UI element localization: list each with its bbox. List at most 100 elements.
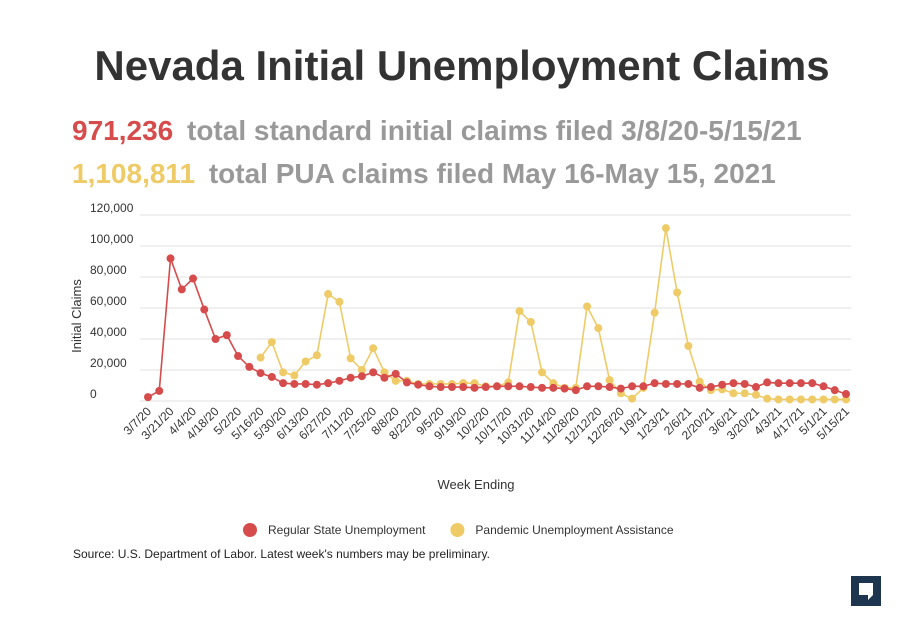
y-axis-title: Initial Claims [69, 279, 84, 353]
data-point [808, 379, 817, 388]
y-tick-label: 120,000 [90, 201, 134, 215]
legend-swatch [450, 523, 465, 537]
data-point [504, 382, 513, 391]
data-point [346, 354, 355, 363]
data-point [414, 380, 423, 389]
data-point [144, 393, 152, 402]
data-point [312, 380, 321, 389]
data-point [830, 386, 839, 395]
data-point [459, 383, 468, 392]
data-point [515, 382, 524, 391]
data-point [526, 383, 535, 392]
data-point [290, 379, 299, 388]
data-point [628, 394, 637, 403]
data-point [369, 344, 378, 353]
data-point [740, 389, 749, 398]
data-point [706, 383, 715, 392]
data-point [695, 383, 704, 392]
data-point [267, 338, 276, 347]
data-point [301, 379, 310, 388]
data-point [177, 285, 186, 294]
data-point [538, 368, 547, 377]
data-point [763, 394, 772, 403]
data-point [560, 384, 569, 393]
data-point [447, 383, 456, 392]
data-point [256, 369, 265, 378]
x-axis-title: Week Ending [437, 477, 514, 492]
data-point [515, 307, 524, 316]
data-point [583, 382, 592, 391]
y-tick-label: 40,000 [90, 325, 127, 339]
data-point [628, 382, 637, 391]
subtitle: 1,108,811 total PUA claims filed May 16-… [72, 158, 776, 189]
data-point [819, 382, 828, 391]
data-point [166, 254, 175, 263]
data-point [335, 297, 344, 306]
data-point [639, 382, 648, 391]
data-point [673, 288, 682, 297]
data-point [695, 377, 704, 386]
data-point [650, 308, 659, 317]
y-tick-label: 0 [90, 387, 97, 401]
data-point [481, 383, 490, 392]
data-point [391, 369, 400, 378]
data-point [267, 372, 276, 381]
source: Source: U.S. Department of Labor. Latest… [73, 547, 490, 561]
data-point [425, 382, 434, 391]
data-point [436, 383, 445, 392]
data-point [650, 379, 659, 388]
data-point [583, 302, 592, 311]
data-point [312, 351, 321, 360]
data-point [718, 380, 727, 389]
data-point [684, 341, 693, 350]
data-point [842, 390, 850, 399]
data-point [493, 382, 501, 391]
data-point [155, 386, 164, 395]
data-point [661, 224, 670, 233]
data-point [751, 383, 760, 392]
data-point [346, 373, 355, 382]
data-point [538, 383, 547, 392]
data-point [785, 379, 794, 388]
data-point [290, 371, 299, 380]
data-point [774, 395, 783, 404]
data-point [729, 379, 738, 388]
data-point [526, 317, 535, 326]
subtitle: 971,236 total standard initial claims fi… [72, 115, 802, 146]
total: 971,236 [72, 115, 173, 146]
data-point [796, 379, 805, 388]
data-point [324, 290, 333, 299]
data-point [616, 384, 625, 393]
data-point [335, 376, 344, 385]
y-tick-label: 20,000 [90, 356, 127, 370]
y-tick-label: 100,000 [90, 232, 134, 246]
data-point [594, 382, 603, 391]
data-point [391, 376, 400, 385]
legend-label: Regular State Unemployment [268, 523, 426, 537]
data-point [402, 378, 411, 387]
data-point [470, 383, 479, 392]
data-point [605, 376, 614, 385]
data-point [774, 379, 783, 388]
data-point [357, 372, 366, 381]
total: 1,108,811 [72, 158, 195, 189]
data-point [279, 368, 288, 377]
data-point [189, 274, 198, 283]
data-point [301, 357, 310, 366]
legend-label: Pandemic Unemployment Assistance [475, 523, 673, 537]
data-point [594, 324, 603, 333]
chart-title: Nevada Initial Unemployment Claims [94, 42, 829, 89]
data-point [808, 395, 817, 404]
y-tick-label: 60,000 [90, 294, 127, 308]
data-point [605, 383, 614, 392]
data-point [279, 379, 288, 388]
data-point [571, 386, 580, 395]
data-point [234, 352, 243, 361]
data-point [751, 390, 760, 399]
data-point [785, 395, 794, 404]
data-point [830, 395, 839, 404]
y-tick-label: 80,000 [90, 263, 127, 277]
data-point [369, 368, 378, 377]
series-line [259, 228, 846, 401]
